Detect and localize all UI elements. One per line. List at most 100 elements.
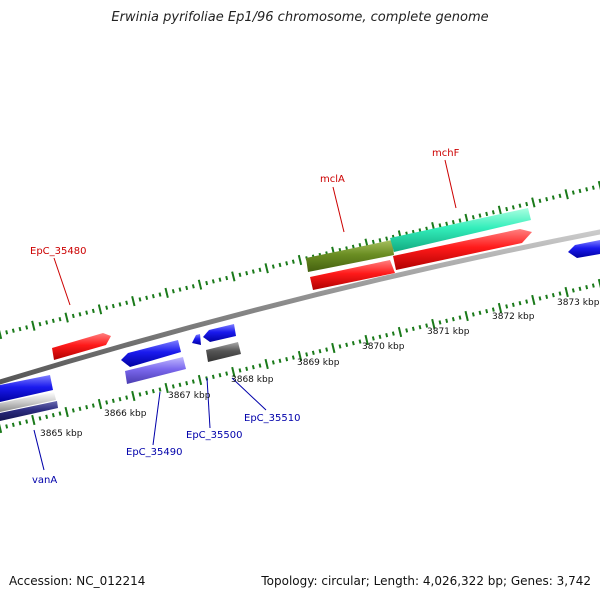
minor-tick xyxy=(218,277,222,282)
minor-tick xyxy=(78,406,82,411)
minor-tick xyxy=(151,293,155,299)
minor-tick xyxy=(311,350,315,355)
leader-mclA xyxy=(332,186,345,233)
label-EpC_35510[interactable]: EpC_35510 xyxy=(244,413,300,424)
reverse-genes xyxy=(0,324,241,421)
minor-tick xyxy=(71,313,75,319)
major-tick xyxy=(197,374,203,386)
gene-mchF[interactable] xyxy=(390,208,531,252)
topology-text: Topology: circular; Length: 4,026,322 bp… xyxy=(261,574,591,588)
gene-EpC_35510[interactable] xyxy=(203,324,236,342)
minor-tick xyxy=(171,289,175,294)
minor-tick xyxy=(505,304,509,309)
label-EpC_35500[interactable]: EpC_35500 xyxy=(186,430,242,441)
gene-EpC_35490-band[interactable] xyxy=(125,357,186,384)
minor-tick xyxy=(118,397,122,402)
minor-tick xyxy=(238,272,242,277)
minor-tick xyxy=(425,323,429,328)
minor-tick xyxy=(18,421,22,426)
minor-tick xyxy=(278,262,282,268)
minor-tick xyxy=(325,347,329,352)
minor-tick xyxy=(458,218,462,223)
gene-mchF-lower[interactable] xyxy=(393,229,532,270)
major-tick xyxy=(597,278,600,289)
accession-text: Accession: NC_012214 xyxy=(9,574,146,588)
gene-EpC_35510-band[interactable] xyxy=(206,342,241,362)
minor-tick xyxy=(225,371,229,376)
gene-EpC_35490[interactable] xyxy=(121,340,181,367)
label-leaders xyxy=(33,159,457,471)
minor-tick xyxy=(318,349,322,354)
minor-tick xyxy=(385,333,389,338)
minor-tick xyxy=(245,366,249,371)
gene-vanA-band2[interactable] xyxy=(0,392,56,412)
minor-tick xyxy=(518,203,522,208)
minor-tick xyxy=(358,243,362,248)
major-tick xyxy=(531,294,536,306)
minor-tick xyxy=(38,321,42,327)
label-mclA[interactable]: mclA xyxy=(320,174,345,185)
major-tick xyxy=(164,382,169,394)
minor-tick xyxy=(451,317,455,322)
minor-tick xyxy=(38,416,42,421)
scale-label: 3869 kbp xyxy=(297,358,340,368)
label-mchF[interactable]: mchF xyxy=(432,148,460,159)
major-tick xyxy=(131,296,136,307)
leader-EpC_35490 xyxy=(152,391,161,446)
minor-tick xyxy=(78,312,82,317)
major-tick xyxy=(564,189,569,200)
minor-tick xyxy=(5,424,9,429)
major-tick xyxy=(197,279,203,290)
gene-mclA-lower[interactable] xyxy=(310,260,395,290)
label-EpC_35490[interactable]: EpC_35490 xyxy=(126,447,182,458)
minor-tick xyxy=(371,239,375,245)
minor-tick xyxy=(91,403,95,408)
scale-label: 3866 kbp xyxy=(104,409,147,419)
gene-vanA[interactable] xyxy=(0,375,53,402)
minor-tick xyxy=(591,283,595,288)
minor-tick xyxy=(438,223,442,228)
scale-label: 3868 kbp xyxy=(231,375,274,385)
major-tick xyxy=(164,287,169,298)
minor-tick xyxy=(525,201,529,207)
minor-tick xyxy=(571,288,575,293)
minor-tick xyxy=(358,339,362,344)
minor-tick xyxy=(211,279,215,284)
minor-tick xyxy=(71,408,75,413)
major-tick xyxy=(297,350,303,362)
minor-tick xyxy=(151,389,155,394)
minor-tick xyxy=(471,312,475,317)
scale-label: 3872 kbp xyxy=(492,312,535,322)
major-tick xyxy=(497,205,503,216)
gene-mclA[interactable] xyxy=(306,240,394,272)
minor-tick xyxy=(385,236,389,241)
minor-tick xyxy=(511,205,515,210)
label-EpC_35480[interactable]: EpC_35480 xyxy=(30,246,86,257)
gene-right-edge[interactable] xyxy=(568,240,600,258)
forward-genes xyxy=(52,208,600,360)
minor-tick xyxy=(105,400,109,405)
major-tick xyxy=(31,414,36,426)
minor-tick xyxy=(445,318,449,323)
minor-tick xyxy=(105,305,109,310)
minor-tick xyxy=(225,275,229,281)
label-vanA[interactable]: vanA xyxy=(32,475,57,486)
minor-tick xyxy=(91,308,95,314)
minor-tick xyxy=(485,309,489,314)
minor-tick xyxy=(185,381,189,386)
minor-tick xyxy=(485,211,489,217)
minor-tick xyxy=(585,187,589,192)
minor-tick xyxy=(218,373,222,378)
minor-tick xyxy=(371,336,375,341)
minor-tick xyxy=(138,297,142,302)
minor-tick xyxy=(85,405,89,410)
minor-tick xyxy=(551,293,555,298)
minor-tick xyxy=(411,326,415,331)
minor-tick xyxy=(338,344,342,349)
minor-tick xyxy=(51,318,55,324)
gene-vanA-band3[interactable] xyxy=(0,401,58,421)
leader-EpC_35500 xyxy=(206,377,211,429)
gene-EpC_35480[interactable] xyxy=(52,333,111,360)
gene-EpC_35500[interactable] xyxy=(192,334,201,345)
